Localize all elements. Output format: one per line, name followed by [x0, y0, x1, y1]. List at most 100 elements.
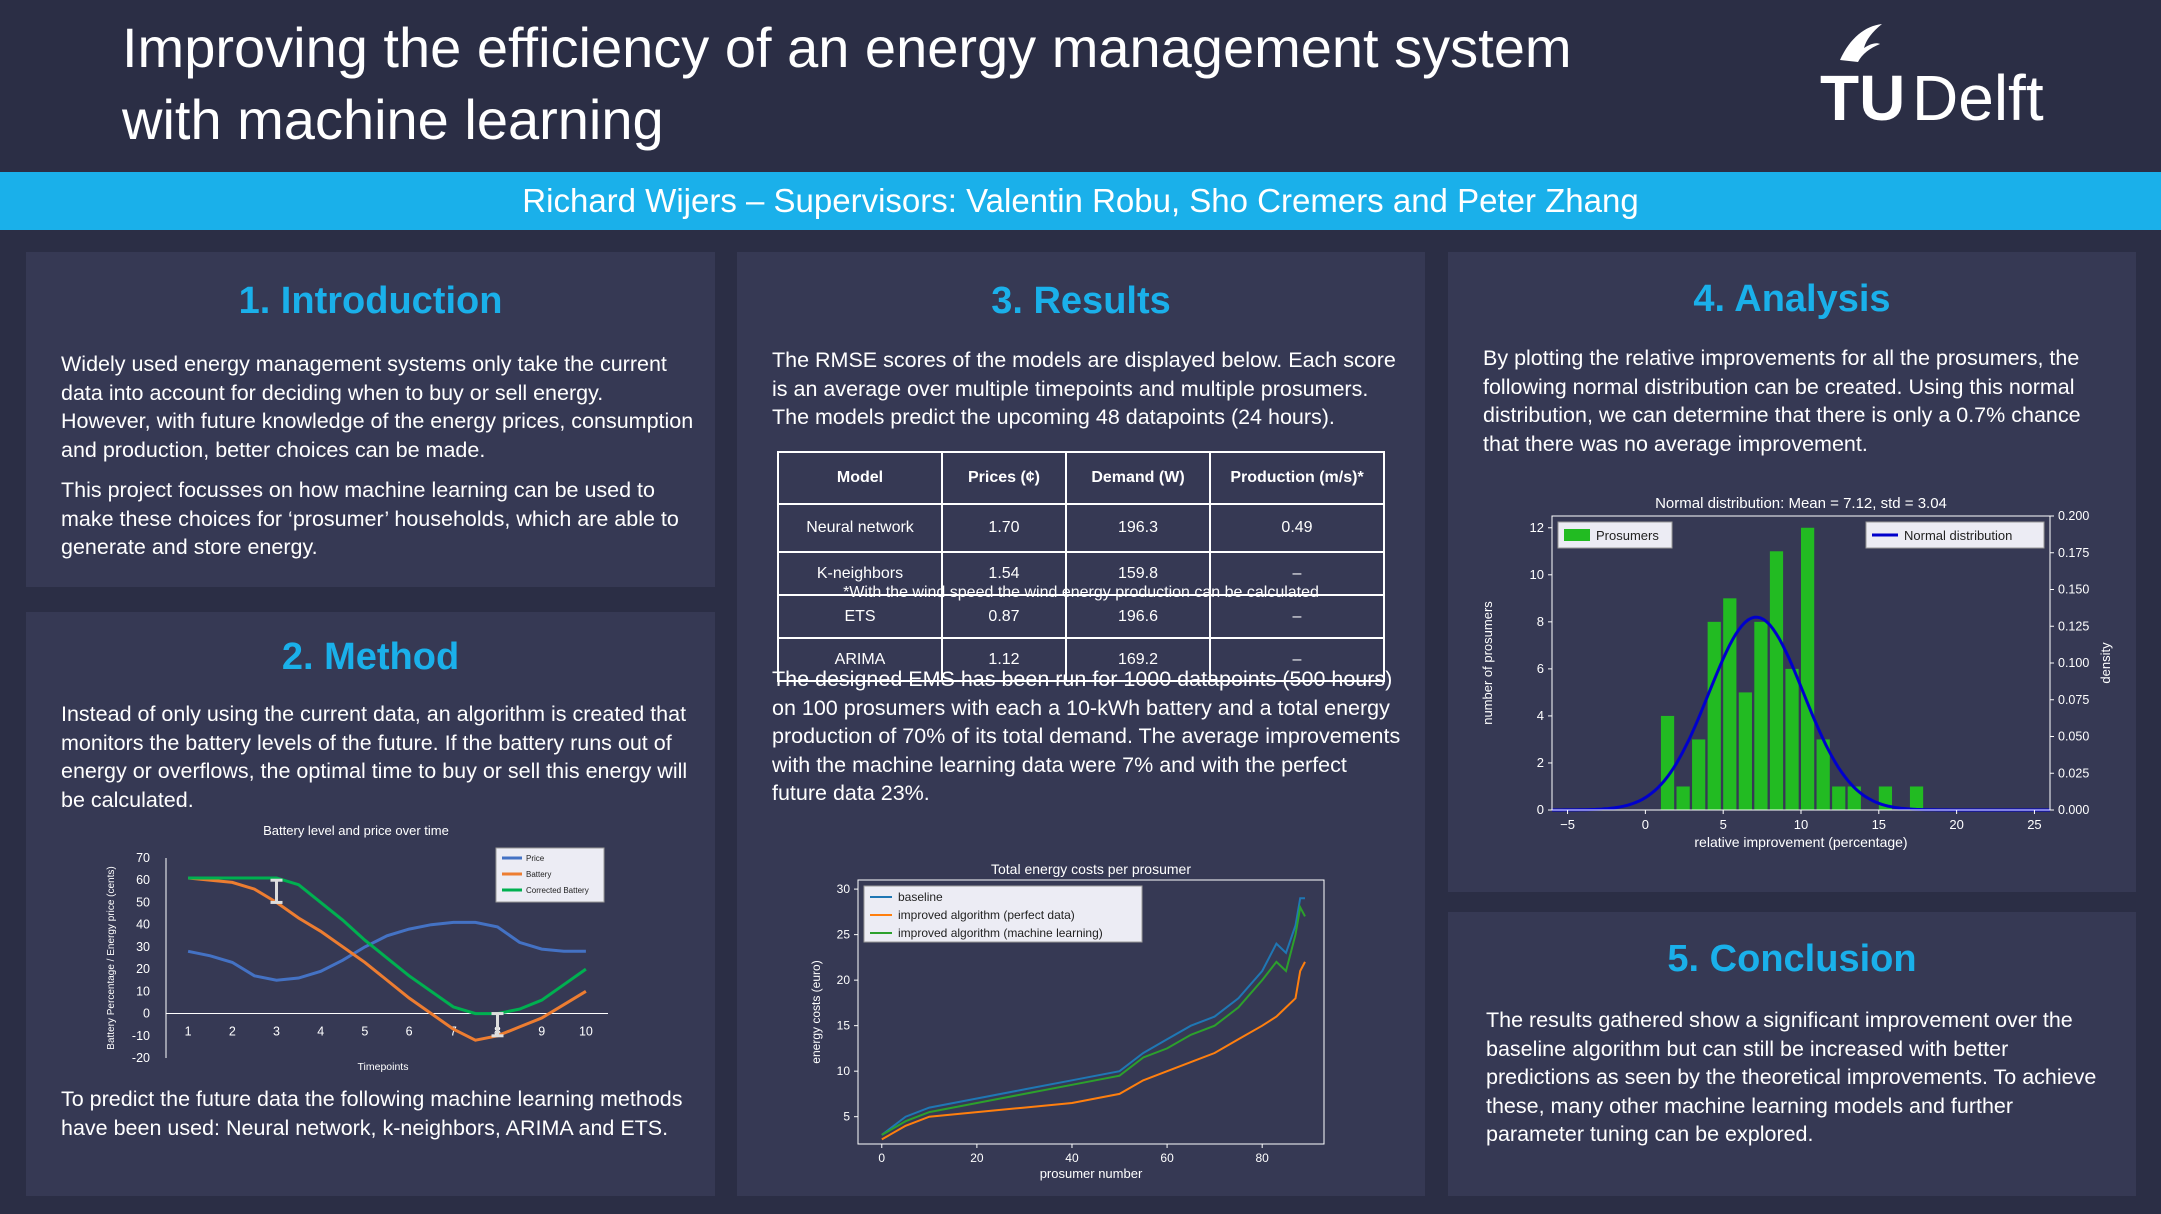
legend-label: improved algorithm (perfect data): [898, 908, 1075, 922]
x-tick-label: 2: [229, 1025, 236, 1039]
x-axis-label: prosumer number: [1040, 1166, 1143, 1181]
legend-label: Normal distribution: [1904, 528, 2012, 543]
y-tick-label: 20: [136, 962, 150, 976]
title-line-1: Improving the efficiency of an energy ma…: [122, 16, 1572, 79]
histogram-bar: [1723, 598, 1737, 810]
y-tick-label: 40: [136, 918, 150, 932]
series-line: [187, 920, 586, 982]
y2-tick-label: 0.000: [2058, 803, 2089, 817]
results-heading: 3. Results: [991, 280, 1171, 322]
series-line: [188, 876, 587, 1016]
poster-header: Improving the efficiency of an energy ma…: [0, 0, 2161, 172]
x-tick-label: 5: [361, 1025, 368, 1039]
method-panel: 2. Method Instead of only using the curr…: [26, 612, 715, 1196]
y2-tick-label: 0.050: [2058, 730, 2089, 744]
y2-axis-label: density: [2098, 642, 2113, 684]
histogram-bar: [1909, 786, 1924, 810]
legend-label: Battery: [526, 870, 551, 879]
x-axis-label: Timepoints: [358, 1061, 409, 1073]
table-header-row: Model Prices (¢) Demand (W) Production (…: [777, 451, 1385, 505]
y-axis-label: Battery Percentage / Energy price (cents…: [106, 866, 117, 1049]
histogram-bar: [1676, 786, 1690, 810]
legend-box: [863, 885, 1143, 943]
y-tick-label: 10: [837, 1064, 851, 1078]
histogram-bar: [1769, 551, 1784, 810]
introduction-panel: 1. Introduction Widely used energy manag…: [26, 252, 715, 587]
conclusion-heading: 5. Conclusion: [1667, 938, 1917, 980]
introduction-paragraph-2: This project focusses on how machine lea…: [61, 478, 679, 559]
x-axis-label: relative improvement (percentage): [1694, 834, 1907, 850]
x-tick-label: 5: [1720, 817, 1727, 832]
y-tick-label: 20: [837, 973, 851, 987]
table-cell: 1.12: [941, 637, 1067, 682]
energy-costs-chart: Total energy costs per prosumer 5 10 15 20 25…: [809, 861, 1325, 1181]
y2-tick-label: 0.100: [2058, 656, 2089, 670]
y-axis-label: number of prosumers: [1480, 601, 1495, 725]
table-row: K-neighbors 1.54 159.8 –: [777, 551, 1385, 596]
table-cell: 0.49: [1209, 503, 1385, 553]
x-tick-label: 7: [450, 1025, 457, 1039]
x-tick-label: 10: [579, 1025, 593, 1039]
chart-title: Total energy costs per prosumer: [991, 861, 1191, 877]
x-tick-label: −5: [1560, 817, 1575, 832]
y-tick-label: 30: [136, 940, 150, 954]
x-tick-label: 6: [406, 1025, 413, 1039]
poster-title: Improving the efficiency of an energy ma…: [122, 12, 1622, 156]
y-tick-label: 4: [1537, 708, 1544, 723]
introduction-paragraph-1: Widely used energy management systems on…: [61, 352, 694, 462]
results-paragraph-2: The designed EMS has been run for 1000 d…: [772, 667, 1401, 805]
analysis-panel: 4. Analysis By plotting the relative imp…: [1448, 252, 2136, 892]
results-paragraph-1: The RMSE scores of the models are displa…: [772, 348, 1396, 429]
y-tick-label: 2: [1537, 755, 1544, 770]
x-tick-label: 40: [1065, 1151, 1079, 1165]
legend-label: baseline: [898, 890, 943, 904]
table-cell: 1.70: [941, 503, 1067, 553]
histogram-bar: [1738, 692, 1752, 810]
conclusion-panel: 5. Conclusion The results gathered show …: [1448, 912, 2136, 1196]
y-tick-label: 10: [136, 984, 150, 998]
x-tick-label: 1: [185, 1025, 192, 1039]
y-tick-label: 0: [143, 1007, 150, 1021]
legend-swatch: [1564, 529, 1590, 541]
histogram-bar: [1754, 621, 1768, 810]
column-header-production: Production (m/s)*: [1209, 451, 1385, 505]
table-cell: –: [1209, 551, 1385, 596]
chart-title: Battery level and price over time: [263, 823, 449, 838]
chart-title: Normal distribution: Mean = 7.12, std = …: [1655, 495, 1947, 512]
histogram-bar: [1785, 668, 1799, 810]
y-tick-label: 70: [136, 851, 150, 865]
table-cell: 196.6: [1065, 594, 1211, 639]
table-cell: 169.2: [1065, 637, 1211, 682]
authors-text: Richard Wijers – Supervisors: Valentin R…: [522, 182, 1639, 219]
logo-delft: Delft: [1912, 62, 2044, 130]
author-bar: Richard Wijers – Supervisors: Valentin R…: [0, 172, 2161, 230]
normal-distribution-chart: Normal distribution: Mean = 7.12, std = …: [1480, 495, 2113, 850]
histogram-bar: [1832, 786, 1846, 810]
y-tick-label: -10: [132, 1029, 150, 1043]
series-line: [881, 904, 1306, 1136]
method-paragraph-2: To predict the future data the following…: [61, 1087, 683, 1140]
analysis-heading: 4. Analysis: [1693, 278, 1891, 320]
histogram-bar: [1692, 739, 1706, 810]
y-tick-label: 10: [1530, 567, 1544, 582]
battery-price-chart: Battery level and price over time -20 -10 0…: [106, 823, 608, 1073]
y-tick-label: 5: [843, 1110, 850, 1124]
x-tick-label: 80: [1256, 1151, 1270, 1165]
column-header-prices: Prices (¢): [941, 451, 1067, 505]
table-cell: ETS: [777, 594, 943, 639]
y-tick-label: 0: [1537, 802, 1544, 817]
y-tick-label: 12: [1530, 520, 1544, 535]
y-tick-label: 6: [1537, 661, 1544, 676]
title-line-2: with machine learning: [122, 88, 664, 151]
plot-frame: [857, 879, 1325, 1145]
series-line: [881, 897, 1305, 1136]
introduction-heading: 1. Introduction: [238, 280, 503, 322]
x-tick-label: 4: [317, 1025, 324, 1039]
legend-label: Prosumers: [1596, 528, 1659, 543]
histogram-bar: [1816, 739, 1830, 810]
y-tick-label: 15: [837, 1019, 851, 1033]
analysis-paragraph: By plotting the relative improvements fo…: [1483, 346, 2081, 456]
y2-tick-label: 0.200: [2058, 509, 2089, 523]
y-tick-label: -20: [132, 1051, 150, 1065]
x-tick-label: 3: [273, 1025, 280, 1039]
